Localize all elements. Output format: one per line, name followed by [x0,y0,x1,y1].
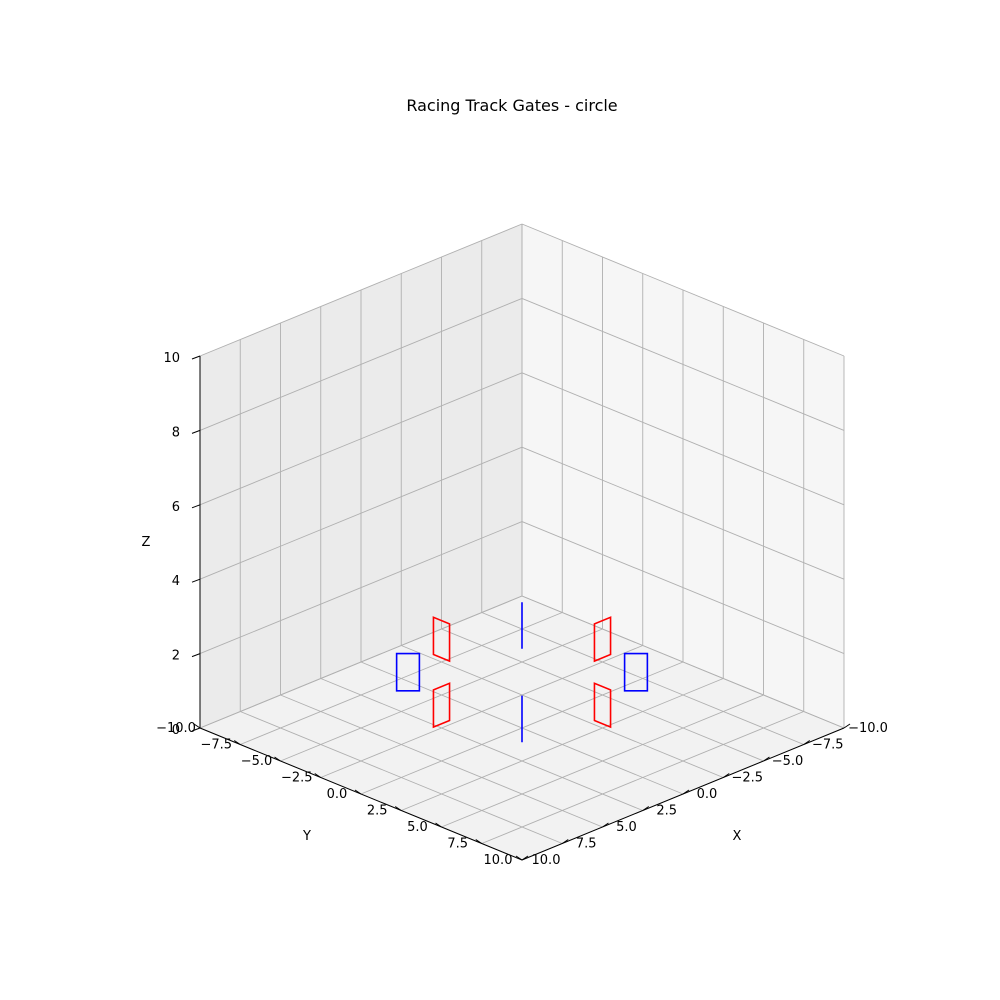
grid-line-z-left [199,521,523,655]
x-tick-label: 2.5 [656,804,677,819]
y-tick-label: −2.5 [281,771,313,786]
x-tick-label: 0.0 [697,787,718,802]
x-tick-label: 7.5 [576,837,597,852]
z-tick-mark [191,653,201,658]
y-tick-label: −10.0 [156,721,196,736]
x-tick-label: −2.5 [731,771,763,786]
x-tick-label: 10.0 [532,853,561,868]
gate-frame [623,652,649,692]
z-tick-mark [191,355,201,360]
x-tick-label: −10.0 [848,721,888,736]
grid-line-y-floor [401,678,724,811]
grid-line-z-right [521,372,845,506]
grid-line-z-left [199,223,523,357]
y-tick-mark [354,789,362,795]
grid-line-y-floor [280,628,603,762]
grid-line-z-right [521,297,845,431]
y-tick-label: 2.5 [367,804,388,819]
x-tick-mark [763,756,770,762]
x-tick-mark [642,806,650,811]
grid-line-z-left [199,297,523,431]
gates-group [395,602,649,743]
x-tick-mark [521,855,529,861]
grid-line-z-left [199,595,523,729]
y-tick-label: 10.0 [484,853,513,868]
x-tick-label: −5.0 [772,754,804,769]
grid-line-z-right [521,223,845,357]
x-tick-mark [602,822,609,828]
y-tick-mark [394,806,402,811]
x-tick-mark [682,789,690,795]
x-tick-label: −7.5 [812,738,844,753]
y-tick-mark [435,822,442,828]
z-tick-label: 4 [172,574,180,589]
grid-line-z-left [199,372,523,506]
gate-frame [593,616,612,663]
y-tick-mark [233,740,241,745]
z-tick-label: 2 [172,649,180,664]
x-tick-mark [561,839,569,844]
grid-line-z-right [521,446,845,580]
grid-line-z-right [521,595,845,729]
z-tick-label: 8 [172,425,180,440]
x-tick-mark [722,773,730,778]
grid-line-y-floor [240,612,563,745]
gate-frame [432,616,451,663]
grid-line-y-floor [441,694,764,828]
y-tick-mark [475,839,483,844]
z-tick-label: 10 [163,351,180,366]
y-tick-label: 7.5 [447,837,468,852]
chart-title: Racing Track Gates - circle [406,96,617,115]
z-tick-label: 6 [172,500,180,515]
x-axis-label: X [733,829,742,844]
y-tick-label: −5.0 [241,754,273,769]
z-axis-label: Z [142,535,151,550]
z-tick-label: 0 [172,723,180,738]
y-tick-mark [515,855,523,861]
grid-line-z-left [199,446,523,580]
z-tick-mark [191,429,201,434]
grid-line-y-floor [320,645,643,778]
z-tick-mark [191,578,201,583]
y-tick-label: 0.0 [327,787,348,802]
z-tick-mark [191,727,201,732]
y-tick-label: −7.5 [200,738,232,753]
gate-frame [432,682,451,729]
grid-line-y-floor [481,711,804,844]
y-tick-mark [193,723,201,729]
gate-frame [593,682,612,729]
y-tick-mark [274,756,281,762]
axis-lines [191,355,851,861]
z-tick-mark [191,504,201,509]
x-tick-mark [803,740,811,745]
y-axis-label: Y [302,829,311,844]
gate-frame [395,652,421,692]
y-tick-label: 5.0 [407,820,428,835]
y-tick-mark [314,773,322,778]
x-tick-label: 5.0 [616,820,637,835]
x-tick-mark [843,723,851,729]
tick-labels: −10.0 −7.5 −5.0 −2.5 0.0 2.5 5.0 7.5 10.0 −10.0 −7… [156,351,888,868]
grid-line-z-right [521,521,845,655]
